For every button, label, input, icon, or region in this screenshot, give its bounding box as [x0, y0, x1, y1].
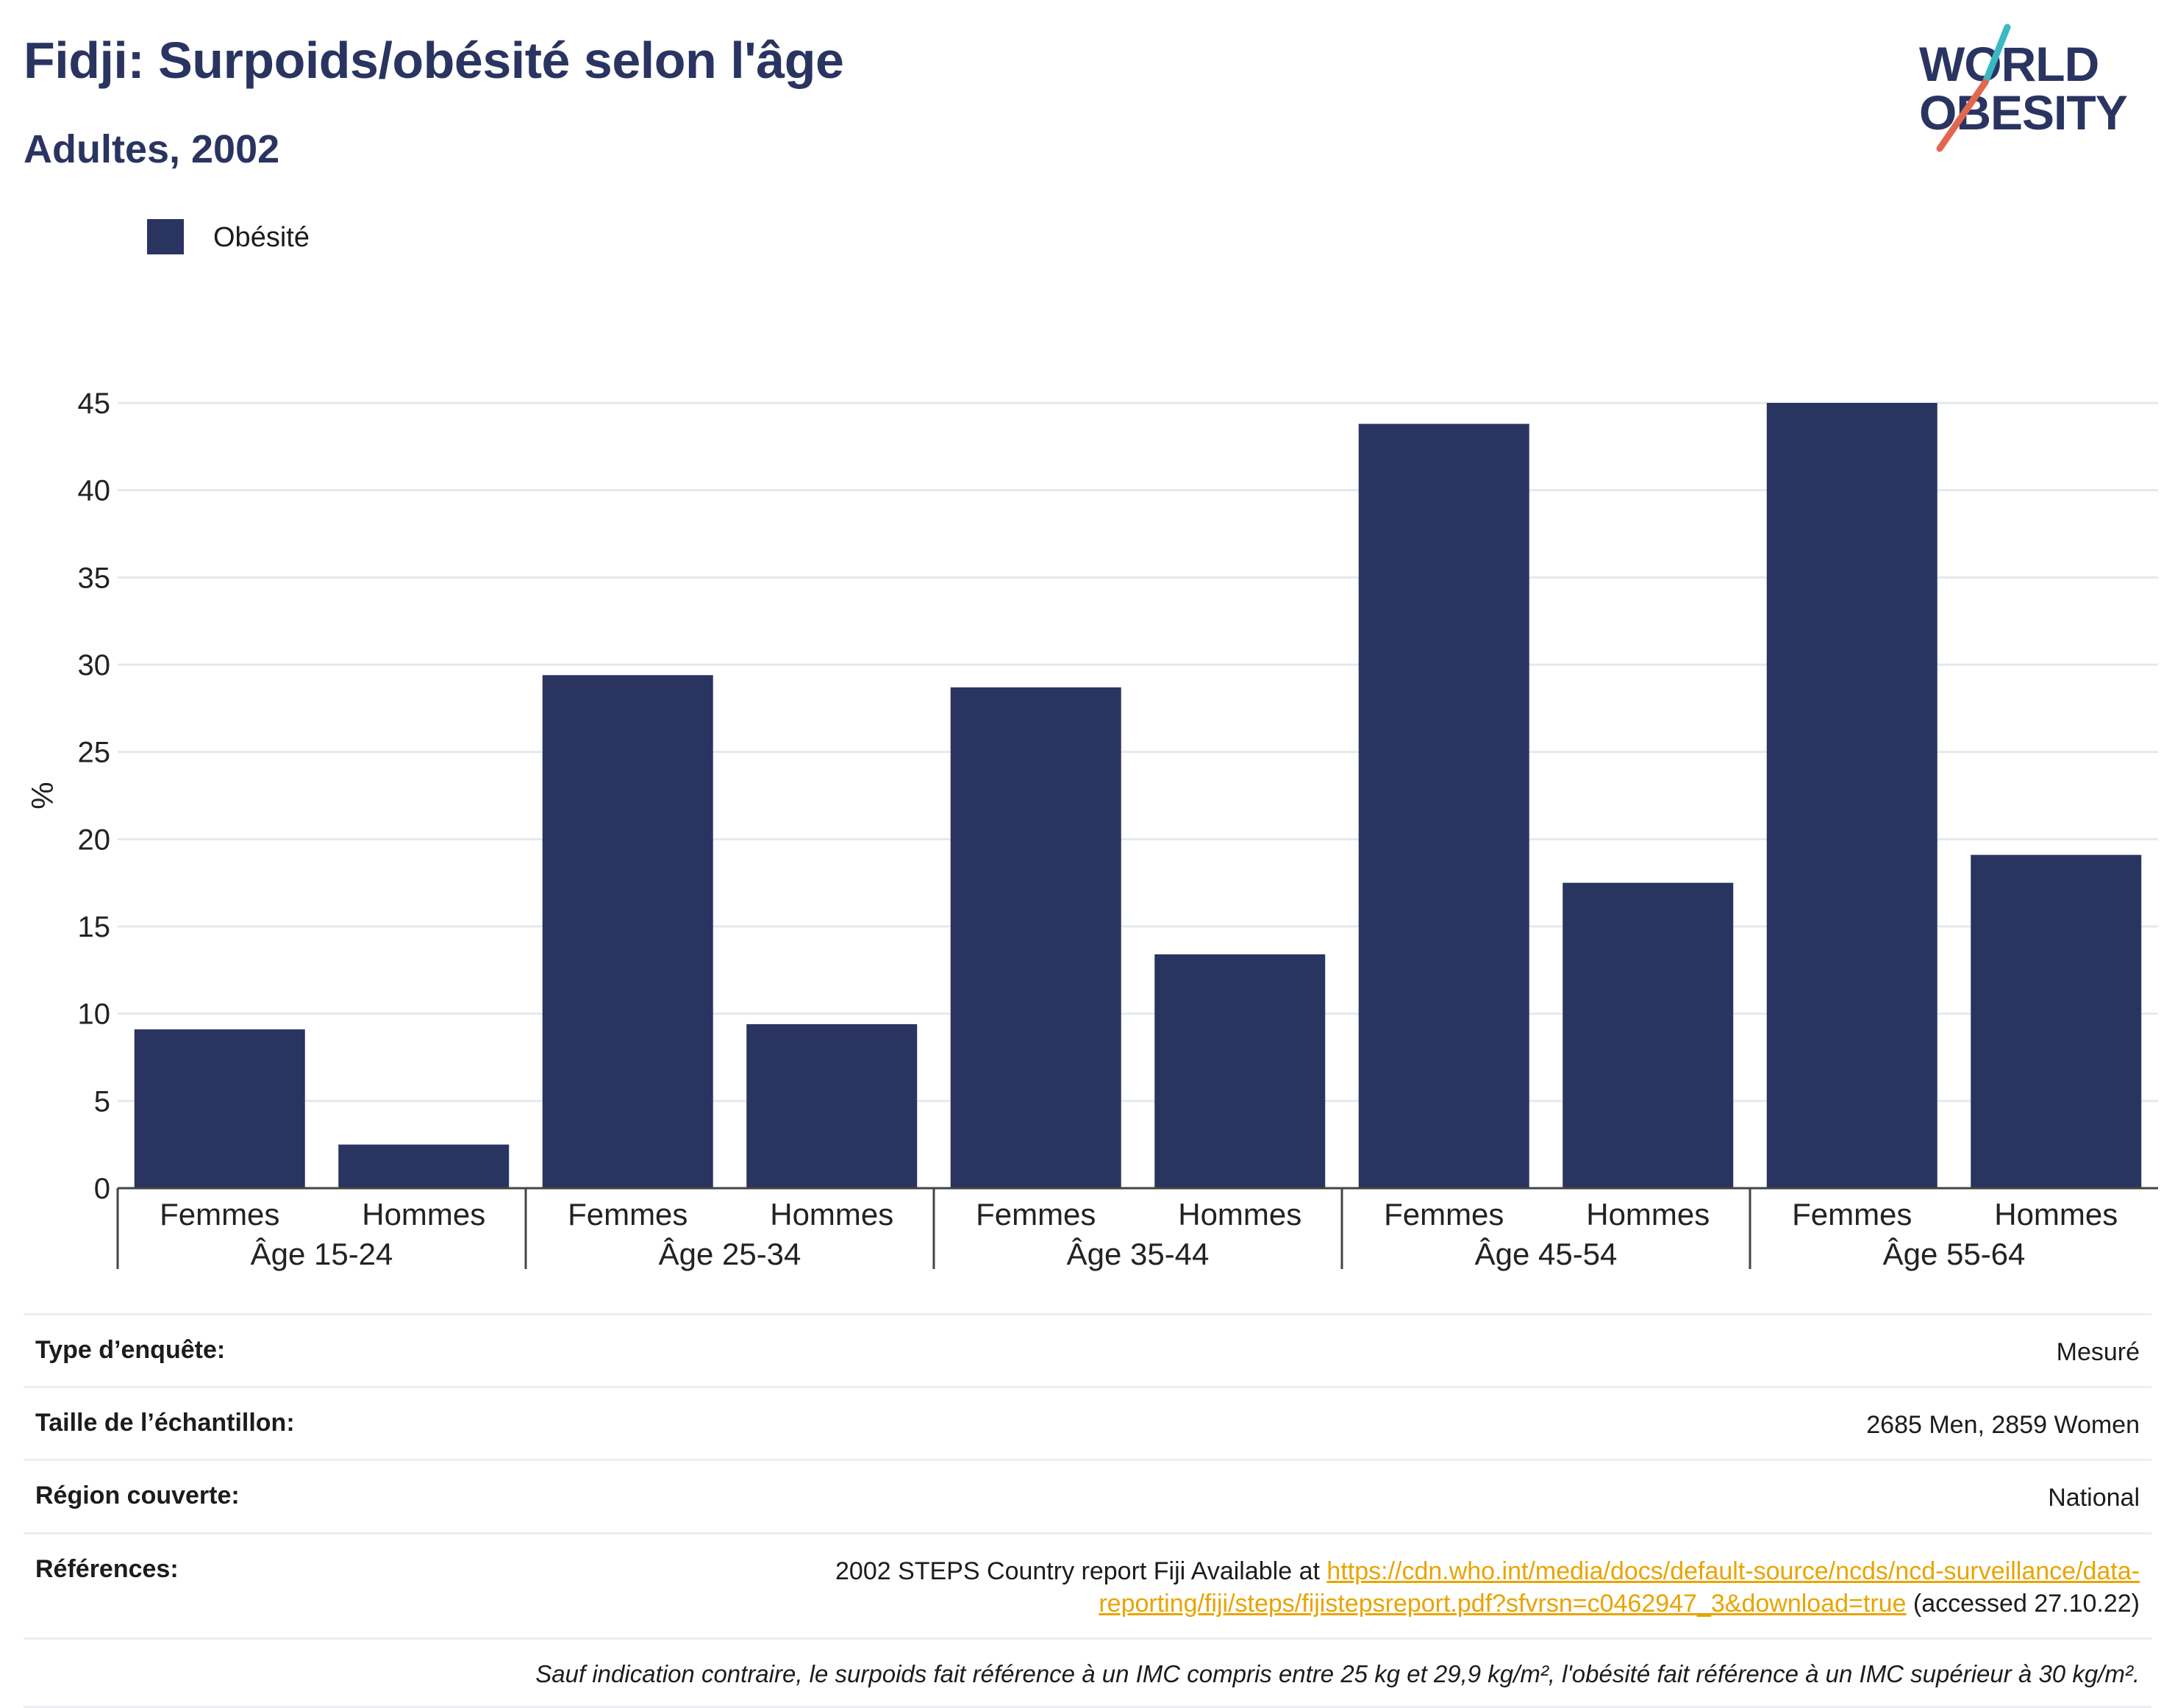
y-tick-label: 20 [78, 823, 111, 856]
y-tick-label: 35 [78, 562, 111, 594]
legend-swatch [147, 219, 184, 254]
region-key: Région couverte: [35, 1482, 240, 1510]
group-label: Âge 25-34 [659, 1237, 801, 1271]
y-tick-label: 0 [94, 1173, 110, 1205]
references-link[interactable]: https://cdn.who.int/media/docs/default-s… [1099, 1557, 2140, 1618]
group-label: Âge 35-44 [1067, 1237, 1210, 1271]
references-suffix: (accessed 27.10.22) [1906, 1589, 2140, 1618]
bar [1971, 854, 2142, 1188]
legend-label: Obésité [213, 222, 310, 253]
bar [950, 687, 1121, 1188]
y-tick-label: 25 [78, 737, 111, 769]
bar [338, 1144, 510, 1188]
bar [1562, 882, 1734, 1188]
references-key: Références: [35, 1554, 179, 1583]
y-tick-label: 45 [78, 387, 111, 420]
category-label: Femmes [1384, 1197, 1504, 1232]
sample-size-key: Taille de l’échantillon: [35, 1409, 295, 1437]
info-row-references: Références: 2002 STEPS Country report Fi… [24, 1532, 2151, 1637]
category-label: Hommes [1178, 1197, 1301, 1232]
page-subtitle: Adultes, 2002 [24, 127, 280, 171]
bar [134, 1029, 305, 1188]
y-tick-label: 40 [78, 475, 111, 507]
info-row-sample-size: Taille de l’échantillon: 2685 Men, 2859 … [24, 1386, 2151, 1459]
y-tick-label: 5 [94, 1085, 110, 1118]
bar [746, 1023, 918, 1188]
bar [1154, 954, 1326, 1188]
category-label: Hommes [1994, 1197, 2118, 1232]
category-label: Femmes [160, 1197, 279, 1232]
y-tick-label: 10 [78, 998, 111, 1031]
group-label: Âge 45-54 [1475, 1237, 1618, 1271]
world-obesity-logo: WORLD OBESITY [1919, 24, 2162, 156]
info-row-region: Région couverte: National [24, 1459, 2151, 1532]
sample-size-value: 2685 Men, 2859 Women [1866, 1411, 2140, 1440]
group-label: Âge 15-24 [251, 1237, 393, 1271]
definition-note: Sauf indication contraire, le surpoids f… [535, 1659, 2140, 1687]
y-tick-label: 30 [78, 649, 111, 682]
category-label: Hommes [770, 1197, 893, 1232]
bar [1358, 424, 1529, 1188]
category-label: Hommes [1586, 1197, 1710, 1232]
page-title: Fidji: Surpoids/obésité selon l'âge [24, 32, 844, 89]
category-label: Hommes [362, 1197, 485, 1232]
category-label: Femmes [568, 1197, 688, 1232]
region-value: National [2048, 1484, 2140, 1512]
logo-line1: WORLD [1919, 37, 2099, 91]
info-row-note: Sauf indication contraire, le surpoids f… [24, 1637, 2151, 1708]
y-axis-label: % [25, 782, 60, 809]
bar [1766, 403, 1938, 1188]
y-tick-label: 15 [78, 911, 111, 943]
info-row-survey-type: Type d’enquête: Mesuré [24, 1313, 2151, 1386]
survey-type-value: Mesuré [2056, 1338, 2140, 1366]
info-table: Type d’enquête: Mesuré Taille de l’échan… [24, 1313, 2151, 1708]
references-value: 2002 STEPS Country report Fiji Available… [522, 1555, 2140, 1620]
category-label: Femmes [1792, 1197, 1912, 1232]
bar [542, 675, 713, 1188]
references-prefix: 2002 STEPS Country report Fiji Available… [835, 1557, 1327, 1585]
group-label: Âge 55-64 [1883, 1237, 2026, 1271]
category-label: Femmes [976, 1197, 1096, 1232]
logo-slash-icon [1936, 24, 2011, 152]
survey-type-key: Type d’enquête: [35, 1336, 226, 1364]
bar-chart: 0 5 10 15 20 25 30 35 40 45% Femmes Hommes Âge 15-24… [25, 387, 2158, 1271]
